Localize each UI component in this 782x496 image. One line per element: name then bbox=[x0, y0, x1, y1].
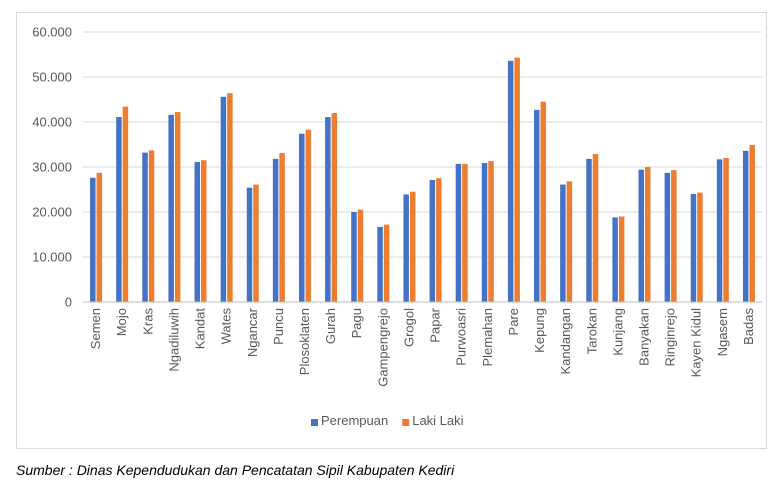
source-note: Sumber : Dinas Kependudukan dan Pencatat… bbox=[16, 462, 455, 478]
x-tick-label: Papar bbox=[428, 307, 443, 342]
x-tick-label: Banyakan bbox=[636, 308, 651, 366]
bar-perempuan bbox=[220, 96, 227, 302]
bar-laki-laki bbox=[383, 224, 390, 302]
x-tick-label: Pare bbox=[506, 308, 521, 335]
bar-laki-laki bbox=[697, 192, 703, 302]
chart-frame: 0 10.000 20.000 30.000 40.000 50.000 60.000 Se… bbox=[16, 12, 767, 449]
bar-perempuan bbox=[246, 187, 253, 302]
x-tick-label: Ngadiluwih bbox=[166, 308, 181, 372]
y-tick-label: 30.000 bbox=[32, 160, 72, 175]
bar-perempuan bbox=[403, 194, 409, 302]
x-tick-label: Kandangan bbox=[558, 308, 573, 375]
bar-laki-laki bbox=[671, 170, 677, 302]
bar-laki-laki bbox=[279, 153, 285, 302]
x-tick-label: Kandat bbox=[193, 308, 208, 350]
bar-perempuan bbox=[429, 180, 436, 302]
y-tick-label: 40.000 bbox=[32, 115, 72, 130]
bar-perempuan bbox=[455, 163, 462, 302]
bar-laki-laki bbox=[723, 158, 729, 302]
x-tick-label: Ngancar bbox=[245, 307, 260, 357]
bar-perempuan bbox=[351, 212, 357, 302]
x-tick-label: Semen bbox=[88, 308, 103, 349]
legend-swatch bbox=[311, 419, 318, 426]
x-tick-label: Gurah bbox=[323, 308, 338, 344]
bar-laki-laki bbox=[514, 57, 520, 303]
bar-perempuan bbox=[507, 60, 514, 302]
legend: Perempuan Laki Laki bbox=[311, 413, 464, 428]
bar-perempuan bbox=[664, 172, 671, 302]
x-tick-label: Gampengrejo bbox=[375, 308, 390, 387]
y-tick-label: 0 bbox=[65, 295, 72, 310]
bar-perempuan bbox=[377, 226, 383, 302]
bar-perempuan bbox=[534, 109, 540, 302]
bar-perempuan bbox=[168, 114, 174, 302]
y-tick-label: 50.000 bbox=[32, 70, 72, 85]
bar-laki-laki bbox=[122, 106, 129, 302]
x-tick-label: Kras bbox=[140, 308, 155, 335]
bar-laki-laki bbox=[566, 181, 573, 302]
bar-laki-laki bbox=[227, 93, 233, 302]
x-tick-label: Ringinrejo bbox=[663, 308, 678, 367]
legend-label: Perempuan bbox=[321, 413, 388, 428]
bar-perempuan bbox=[560, 184, 566, 302]
x-tick-label: Grogol bbox=[401, 308, 416, 347]
bar-perempuan bbox=[586, 158, 592, 302]
bars bbox=[90, 57, 755, 303]
bar-perempuan bbox=[638, 169, 644, 302]
bar-perempuan bbox=[272, 158, 279, 302]
x-tick-label: Pagu bbox=[349, 308, 364, 338]
bar-perempuan bbox=[690, 194, 697, 302]
bar-laki-laki bbox=[436, 178, 442, 302]
x-tick-label: Mojo bbox=[114, 308, 129, 336]
bar-perempuan bbox=[325, 117, 331, 302]
bar-laki-laki bbox=[409, 191, 416, 302]
bar-laki-laki bbox=[331, 113, 338, 302]
x-tick-label: Badas bbox=[741, 308, 756, 345]
y-tick-label: 60.000 bbox=[32, 25, 72, 40]
y-tick-label: 20.000 bbox=[32, 205, 72, 220]
bar-perempuan bbox=[298, 133, 305, 302]
population-bar-chart: 0 10.000 20.000 30.000 40.000 50.000 60.000 Se… bbox=[32, 25, 762, 428]
x-tick-label: Tarokan bbox=[584, 308, 599, 354]
bar-laki-laki bbox=[148, 150, 155, 302]
y-tick-label: 10.000 bbox=[32, 250, 72, 265]
legend-label: Laki Laki bbox=[412, 413, 463, 428]
x-axis-ticks: Semen Mojo Kras Ngadiluwih Kandat Wates Nganca… bbox=[88, 307, 756, 386]
x-tick-label: Ngasem bbox=[715, 308, 730, 356]
bar-laki-laki bbox=[488, 161, 494, 302]
bar-laki-laki bbox=[174, 112, 181, 302]
bar-perempuan bbox=[612, 217, 618, 302]
x-tick-label: Plemahan bbox=[480, 308, 495, 367]
bar-perempuan bbox=[90, 177, 96, 302]
bar-perempuan bbox=[742, 150, 749, 302]
x-tick-label: Plosoklaten bbox=[297, 308, 312, 375]
legend-swatch bbox=[402, 419, 410, 426]
bar-laki-laki bbox=[644, 167, 651, 302]
bar-perempuan bbox=[194, 162, 201, 302]
bar-laki-laki bbox=[96, 172, 103, 302]
bar-laki-laki bbox=[253, 184, 259, 302]
bar-laki-laki bbox=[540, 101, 547, 302]
bar-perempuan bbox=[116, 117, 122, 302]
bar-laki-laki bbox=[462, 163, 468, 302]
x-tick-label: Wates bbox=[219, 308, 234, 345]
bar-perempuan bbox=[142, 152, 148, 302]
bar-perempuan bbox=[481, 162, 488, 302]
bar-laki-laki bbox=[618, 216, 625, 302]
gridlines bbox=[83, 31, 762, 258]
x-tick-label: Kunjang bbox=[610, 308, 625, 356]
x-tick-label: Kepung bbox=[532, 308, 547, 353]
bar-laki-laki bbox=[201, 160, 207, 302]
y-axis-ticks: 0 10.000 20.000 30.000 40.000 50.000 60.000 bbox=[32, 25, 72, 310]
x-tick-label: Kayen Kidul bbox=[689, 308, 704, 377]
bar-perempuan bbox=[716, 159, 723, 302]
bar-laki-laki bbox=[357, 209, 364, 302]
bar-laki-laki bbox=[749, 144, 755, 302]
bar-laki-laki bbox=[305, 129, 311, 302]
x-tick-label: Puncu bbox=[271, 308, 286, 345]
x-tick-label: Purwoasri bbox=[454, 308, 469, 366]
bar-laki-laki bbox=[592, 153, 599, 302]
